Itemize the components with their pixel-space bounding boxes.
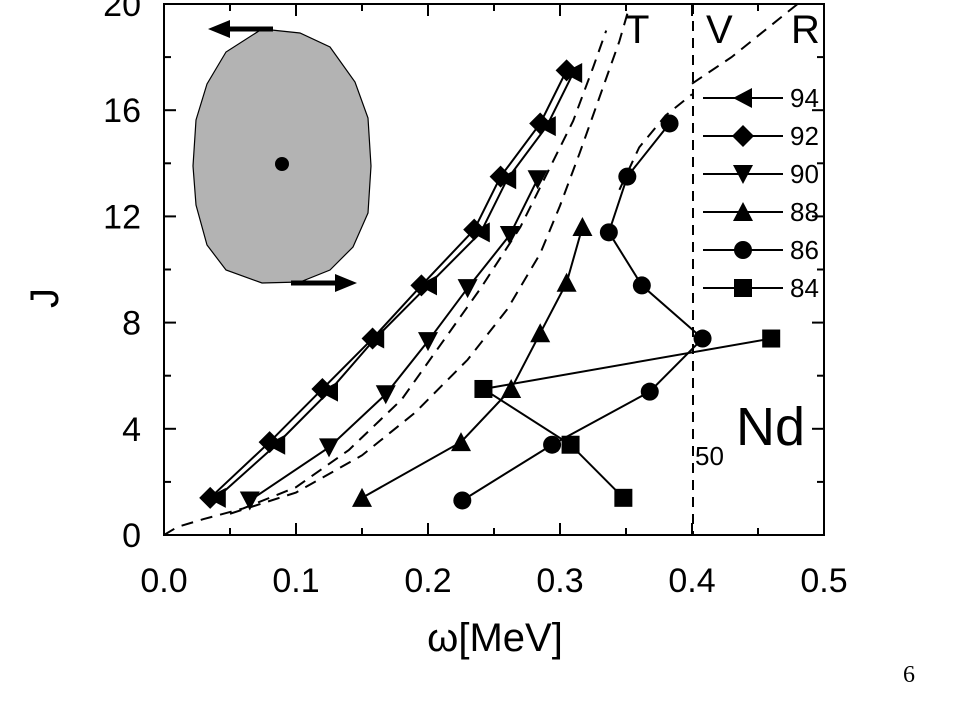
legend-item-94: 94 (703, 83, 819, 113)
y-tick-label: 0 (122, 517, 141, 555)
marker-circle (734, 241, 752, 259)
dashed-curve (229, 9, 630, 515)
rotation-arrow-right-icon (291, 274, 357, 292)
y-axis-title: J (23, 288, 67, 308)
legend-item-84: 84 (703, 273, 819, 303)
marker-circle (632, 276, 651, 295)
marker-diamond (489, 165, 512, 188)
marker-triangle-up (530, 323, 551, 343)
marker-triangle-down (499, 225, 520, 245)
region-label-t: T (625, 8, 649, 52)
marker-triangle-up (556, 272, 577, 292)
marker-diamond (199, 486, 222, 509)
axis-tick-labels: 0.0 0.1 0.2 0.3 0.4 0.5 0 4 8 12 16 20 (103, 0, 847, 600)
axis-ticks (163, 3, 825, 536)
marker-diamond (555, 59, 578, 82)
marker-triangle-up (451, 432, 471, 452)
series-line (361, 226, 584, 499)
y-tick-label: 4 (122, 411, 141, 449)
legend-label: 88 (790, 197, 819, 227)
marker-square (614, 488, 633, 507)
marker-circle (618, 167, 637, 186)
marker-diamond (732, 125, 754, 147)
page-number: 6 (903, 662, 915, 688)
series-88 (352, 217, 593, 507)
dashed-curve (163, 30, 608, 536)
nucleus-ellipse (192, 28, 372, 284)
legend-label: 86 (790, 235, 819, 265)
y-tick-label: 12 (103, 198, 141, 236)
marker-circle (693, 329, 712, 348)
legend-item-92: 92 (703, 121, 819, 151)
marker-triangle-down (418, 332, 438, 352)
marker-diamond (463, 218, 486, 241)
legend-item-88: 88 (703, 197, 819, 227)
legend-item-86: 86 (703, 235, 819, 265)
legend-label: 92 (790, 121, 819, 151)
marker-triangle-up (501, 378, 522, 398)
marker-circle (599, 223, 618, 242)
x-tick-label: 0.1 (272, 562, 319, 600)
region-label-v: V (706, 8, 733, 52)
legend: 94 92 90 88 86 84 (703, 83, 819, 303)
legend-item-90: 90 (703, 159, 819, 189)
legend-label: 84 (790, 273, 819, 303)
marker-circle (660, 114, 679, 133)
x-tick-label: 0.5 (800, 562, 847, 600)
region-label-r: R (791, 8, 820, 52)
marker-triangle-down (319, 438, 339, 458)
series-90 (239, 170, 548, 511)
y-tick-label: 8 (122, 305, 141, 343)
marker-square (734, 279, 752, 297)
marker-triangle-down (457, 279, 478, 299)
marker-diamond (410, 274, 433, 297)
marker-triangle-up (352, 487, 372, 507)
series-92 (199, 59, 578, 509)
legend-label: 94 (790, 83, 819, 113)
nucleus-center-dot (275, 157, 289, 171)
marker-diamond (361, 327, 384, 350)
marker-square (474, 379, 493, 398)
nucleus-shape-inset (192, 20, 372, 292)
series-86 (453, 114, 712, 510)
x-tick-label: 0.3 (536, 562, 583, 600)
data-series (199, 59, 781, 511)
marker-triangle-down (527, 170, 548, 190)
y-tick-label: 20 (103, 0, 141, 24)
x-tick-label: 0.0 (140, 562, 187, 600)
y-tick-label: 16 (103, 92, 141, 130)
legend-label: 90 (790, 159, 819, 189)
isotope-element-label: Nd (736, 397, 805, 457)
dashed-curve (691, 3, 799, 85)
marker-triangle-up (733, 202, 753, 221)
rotation-arrow-left-icon (208, 20, 273, 38)
marker-square (762, 329, 781, 348)
x-axis-title: ω[MeV] (427, 616, 563, 660)
marker-circle (543, 435, 562, 454)
marker-square (561, 435, 580, 454)
marker-triangle-down (239, 491, 260, 511)
series-84 (474, 329, 781, 507)
marker-circle (640, 382, 659, 401)
series-line (480, 337, 772, 499)
marker-diamond (258, 431, 281, 454)
x-tick-label: 0.2 (404, 562, 451, 600)
marker-diamond (529, 112, 552, 135)
marker-triangle-left (733, 88, 752, 108)
marker-triangle-down (375, 385, 396, 405)
marker-triangle-down (733, 165, 753, 184)
marker-circle (453, 491, 472, 510)
isotope-z-label: 50 (695, 441, 724, 471)
marker-triangle-up (572, 217, 593, 237)
x-tick-label: 0.4 (668, 562, 715, 600)
marker-diamond (311, 377, 334, 400)
